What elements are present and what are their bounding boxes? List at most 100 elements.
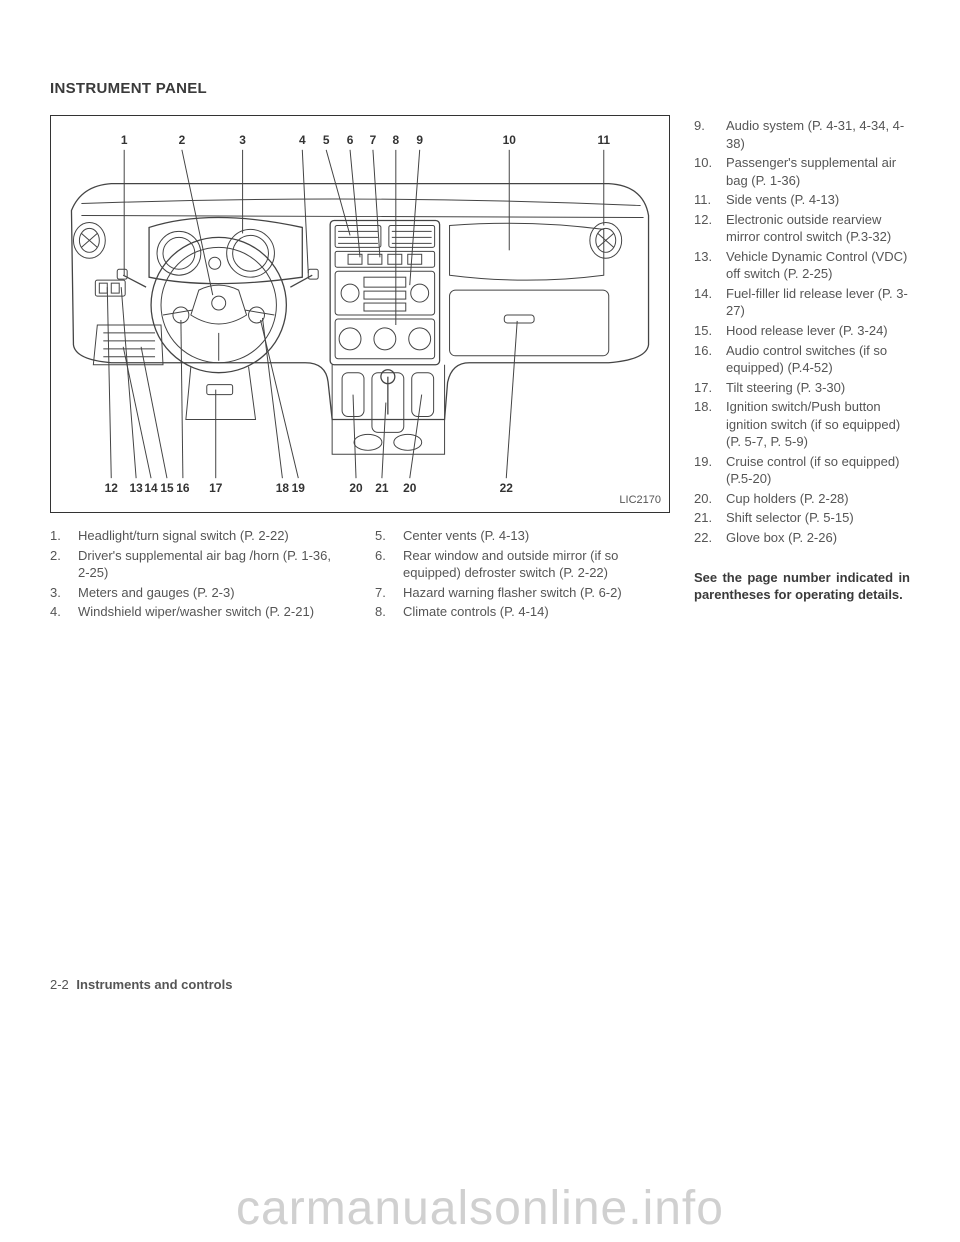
bottom-callouts: 12 13 14 15 16 17 18 19 20 21 20 22 <box>105 481 514 495</box>
list-item-text: Hazard warning flasher switch (P. 6-2) <box>403 584 670 602</box>
list-item-text: Windshield wiper/washer switch (P. 2-21) <box>78 603 345 621</box>
list-item: 10.Passenger's supplemental air bag (P. … <box>694 154 910 189</box>
list-col-b: 5.Center vents (P. 4-13)6.Rear window an… <box>375 527 670 623</box>
below-diagram-lists: 1.Headlight/turn signal switch (P. 2-22)… <box>50 527 670 623</box>
list-item-number: 3. <box>50 584 78 602</box>
list-item-text: Cruise control (if so equipped) (P.5-20) <box>726 453 910 488</box>
list-item-text: Cup holders (P. 2-28) <box>726 490 910 508</box>
svg-text:3: 3 <box>239 133 246 147</box>
svg-text:1: 1 <box>121 133 128 147</box>
left-column: 1 2 3 4 5 6 7 8 9 10 11 12 <box>50 115 670 623</box>
list-item-number: 22. <box>694 529 726 547</box>
svg-text:21: 21 <box>375 481 389 495</box>
svg-text:2: 2 <box>179 133 186 147</box>
list-item-text: Ignition switch/Push button ignition swi… <box>726 398 910 451</box>
footer-note: See the page number indicated in parenth… <box>694 569 910 604</box>
list-item: 22.Glove box (P. 2-26) <box>694 529 910 547</box>
list-item: 15.Hood release lever (P. 3-24) <box>694 322 910 340</box>
list-item-text: Vehicle Dynamic Control (VDC) off switch… <box>726 248 910 283</box>
svg-text:14: 14 <box>144 481 158 495</box>
page-number: 2-2 <box>50 977 69 992</box>
svg-text:20: 20 <box>403 481 417 495</box>
list-item-text: Side vents (P. 4-13) <box>726 191 910 209</box>
svg-text:18: 18 <box>276 481 290 495</box>
list-item-number: 11. <box>694 191 726 209</box>
list-item-number: 8. <box>375 603 403 621</box>
list-item-number: 13. <box>694 248 726 283</box>
list-item: 4.Windshield wiper/washer switch (P. 2-2… <box>50 603 345 621</box>
section-title: INSTRUMENT PANEL <box>50 80 910 97</box>
svg-text:4: 4 <box>299 133 306 147</box>
instrument-panel-diagram: 1 2 3 4 5 6 7 8 9 10 11 12 <box>50 115 670 513</box>
svg-text:6: 6 <box>347 133 354 147</box>
svg-text:16: 16 <box>176 481 190 495</box>
list-item: 12.Electronic outside rearview mirror co… <box>694 211 910 246</box>
list-item: 5.Center vents (P. 4-13) <box>375 527 670 545</box>
svg-text:7: 7 <box>370 133 377 147</box>
list-item-number: 20. <box>694 490 726 508</box>
list-item-number: 14. <box>694 285 726 320</box>
svg-text:12: 12 <box>105 481 119 495</box>
list-item: 21.Shift selector (P. 5-15) <box>694 509 910 527</box>
list-item-number: 4. <box>50 603 78 621</box>
list-item-text: Shift selector (P. 5-15) <box>726 509 910 527</box>
top-callouts: 1 2 3 4 5 6 7 8 9 10 11 <box>121 133 611 147</box>
list-item-number: 9. <box>694 117 726 152</box>
list-col-a: 1.Headlight/turn signal switch (P. 2-22)… <box>50 527 345 623</box>
list-item-number: 21. <box>694 509 726 527</box>
list-item-number: 6. <box>375 547 403 582</box>
list-item: 14.Fuel-filler lid release lever (P. 3-2… <box>694 285 910 320</box>
list-item-text: Audio system (P. 4-31, 4-34, 4-38) <box>726 117 910 152</box>
svg-text:15: 15 <box>160 481 174 495</box>
list-item: 6.Rear window and outside mirror (if so … <box>375 547 670 582</box>
image-code: LIC2170 <box>619 494 661 506</box>
list-item-text: Climate controls (P. 4-14) <box>403 603 670 621</box>
list-item: 1.Headlight/turn signal switch (P. 2-22) <box>50 527 345 545</box>
list-item-text: Glove box (P. 2-26) <box>726 529 910 547</box>
svg-text:5: 5 <box>323 133 330 147</box>
svg-text:22: 22 <box>500 481 514 495</box>
list-item-text: Driver's supplemental air bag /horn (P. … <box>78 547 345 582</box>
page-content: INSTRUMENT PANEL <box>50 80 910 1212</box>
list-item-number: 18. <box>694 398 726 451</box>
list-item-text: Fuel-filler lid release lever (P. 3-27) <box>726 285 910 320</box>
list-item-text: Center vents (P. 4-13) <box>403 527 670 545</box>
list-item-number: 12. <box>694 211 726 246</box>
list-item: 7.Hazard warning flasher switch (P. 6-2) <box>375 584 670 602</box>
list-item-number: 2. <box>50 547 78 582</box>
list-item: 17.Tilt steering (P. 3-30) <box>694 379 910 397</box>
list-item-number: 17. <box>694 379 726 397</box>
svg-text:11: 11 <box>597 133 610 147</box>
list-item-text: Rear window and outside mirror (if so eq… <box>403 547 670 582</box>
list-item-number: 16. <box>694 342 726 377</box>
svg-text:8: 8 <box>392 133 399 147</box>
list-item: 2.Driver's supplemental air bag /horn (P… <box>50 547 345 582</box>
page-section-label: Instruments and controls <box>76 977 232 992</box>
list-item: 16.Audio control switches (if so equippe… <box>694 342 910 377</box>
list-item-number: 7. <box>375 584 403 602</box>
list-item-text: Headlight/turn signal switch (P. 2-22) <box>78 527 345 545</box>
list-item-text: Electronic outside rearview mirror contr… <box>726 211 910 246</box>
list-item: 18.Ignition switch/Push button ignition … <box>694 398 910 451</box>
list-item: 11.Side vents (P. 4-13) <box>694 191 910 209</box>
list-item: 3.Meters and gauges (P. 2-3) <box>50 584 345 602</box>
list-item-number: 15. <box>694 322 726 340</box>
list-item-text: Meters and gauges (P. 2-3) <box>78 584 345 602</box>
page-footer: 2-2 Instruments and controls <box>50 977 232 992</box>
list-item-text: Passenger's supplemental air bag (P. 1-3… <box>726 154 910 189</box>
list-item-text: Audio control switches (if so equipped) … <box>726 342 910 377</box>
svg-text:9: 9 <box>416 133 423 147</box>
svg-text:19: 19 <box>292 481 306 495</box>
svg-text:13: 13 <box>129 481 143 495</box>
list-item: 8.Climate controls (P. 4-14) <box>375 603 670 621</box>
list-item-text: Hood release lever (P. 3-24) <box>726 322 910 340</box>
content-row: 1 2 3 4 5 6 7 8 9 10 11 12 <box>50 115 910 623</box>
list-item: 9.Audio system (P. 4-31, 4-34, 4-38) <box>694 117 910 152</box>
watermark: carmanualsonline.info <box>0 1181 960 1242</box>
list-item-number: 1. <box>50 527 78 545</box>
svg-text:20: 20 <box>349 481 363 495</box>
diagram-svg: 1 2 3 4 5 6 7 8 9 10 11 12 <box>51 116 669 512</box>
list-item: 19.Cruise control (if so equipped) (P.5-… <box>694 453 910 488</box>
list-item-number: 5. <box>375 527 403 545</box>
list-item-text: Tilt steering (P. 3-30) <box>726 379 910 397</box>
